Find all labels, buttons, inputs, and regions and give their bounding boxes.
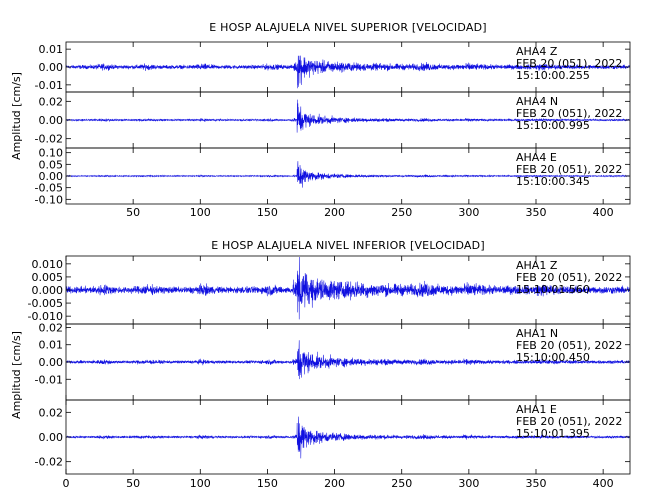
y-tick-label: 0.010 <box>32 258 64 271</box>
y-tick-label: -0.02 <box>35 456 63 469</box>
x-tick-label: 150 <box>257 206 278 219</box>
seismic-trace <box>66 340 630 380</box>
station-date-label: FEB 20 (051), 2022 <box>516 339 622 352</box>
seismic-trace <box>66 256 630 320</box>
station-component-label: AHA4 N <box>516 95 558 108</box>
y-tick-label: -0.01 <box>35 373 63 386</box>
y-tick-label: -0.01 <box>35 79 63 92</box>
station-date-label: FEB 20 (051), 2022 <box>516 163 622 176</box>
station-time-label: 15:10:00.345 <box>516 175 590 188</box>
x-tick-label: 100 <box>190 206 211 219</box>
y-tick-label: 0.00 <box>39 114 64 127</box>
x-tick-label: 400 <box>593 477 614 490</box>
station-component-label: AHA4 E <box>516 151 557 164</box>
x-tick-label: 300 <box>458 477 479 490</box>
x-tick-label: 50 <box>126 477 140 490</box>
x-tick-label: 350 <box>526 206 547 219</box>
y-tick-label: 0.00 <box>39 170 64 183</box>
y-tick-label: 0.00 <box>39 356 64 369</box>
x-tick-label: 400 <box>593 206 614 219</box>
x-tick-label: 250 <box>391 206 412 219</box>
y-tick-label: 0.02 <box>39 95 64 108</box>
station-component-label: AHA1 E <box>516 403 557 416</box>
station-component-label: AHA1 N <box>516 327 558 340</box>
y-tick-label: 0.05 <box>39 158 64 171</box>
station-time-label: 15:10:00.255 <box>516 69 590 82</box>
station-time-label: 15:10:01.395 <box>516 427 590 440</box>
y-tick-label: 0.01 <box>39 43 64 56</box>
y-tick-label: 0.005 <box>32 271 64 284</box>
y-tick-label: -0.05 <box>35 182 63 195</box>
y-tick-label: 0.01 <box>39 339 64 352</box>
y-tick-label: 0.10 <box>39 147 64 160</box>
x-tick-label: 350 <box>526 477 547 490</box>
station-date-label: FEB 20 (051), 2022 <box>516 271 622 284</box>
trace-layer <box>66 55 630 459</box>
station-time-label: 15:10:01.560 <box>516 283 590 296</box>
seismic-trace <box>66 161 630 188</box>
station-time-label: 15:10:00.450 <box>516 351 590 364</box>
seismic-trace <box>66 416 630 459</box>
y-tick-label: -0.10 <box>35 193 63 206</box>
station-date-label: FEB 20 (051), 2022 <box>516 107 622 120</box>
y-tick-label: -0.02 <box>35 133 63 146</box>
station-date-label: FEB 20 (051), 2022 <box>516 57 622 70</box>
text-layer: E HOSP ALAJUELA NIVEL SUPERIOR [VELOCIDA… <box>10 21 622 490</box>
y-tick-label: 0.02 <box>39 321 64 334</box>
y-tick-label: 0.00 <box>39 61 64 74</box>
seismic-trace <box>66 55 630 89</box>
y-tick-label: 0.00 <box>39 431 64 444</box>
y-axis-label: Amplitud [cm/s] <box>10 331 23 419</box>
station-component-label: AHA1 Z <box>516 259 558 272</box>
x-tick-label: 300 <box>458 206 479 219</box>
x-tick-label: 200 <box>324 477 345 490</box>
y-tick-label: 0.02 <box>39 406 64 419</box>
x-tick-label: 150 <box>257 477 278 490</box>
x-tick-label: 0 <box>63 477 70 490</box>
seismic-trace <box>66 99 630 133</box>
x-tick-label: 250 <box>391 477 412 490</box>
x-tick-label: 100 <box>190 477 211 490</box>
y-tick-label: 0.000 <box>32 284 64 297</box>
axes-layer <box>65 41 631 475</box>
x-tick-label: 200 <box>324 206 345 219</box>
chart-title: E HOSP ALAJUELA NIVEL INFERIOR [VELOCIDA… <box>211 239 485 252</box>
y-axis-label: Amplitud [cm/s] <box>10 72 23 160</box>
y-tick-label: -0.010 <box>28 310 63 323</box>
x-tick-label: 50 <box>126 206 140 219</box>
y-tick-label: -0.005 <box>28 297 63 310</box>
station-time-label: 15:10:00.995 <box>516 119 590 132</box>
chart-title: E HOSP ALAJUELA NIVEL SUPERIOR [VELOCIDA… <box>209 21 487 34</box>
station-date-label: FEB 20 (051), 2022 <box>516 415 622 428</box>
station-component-label: AHA4 Z <box>516 45 558 58</box>
